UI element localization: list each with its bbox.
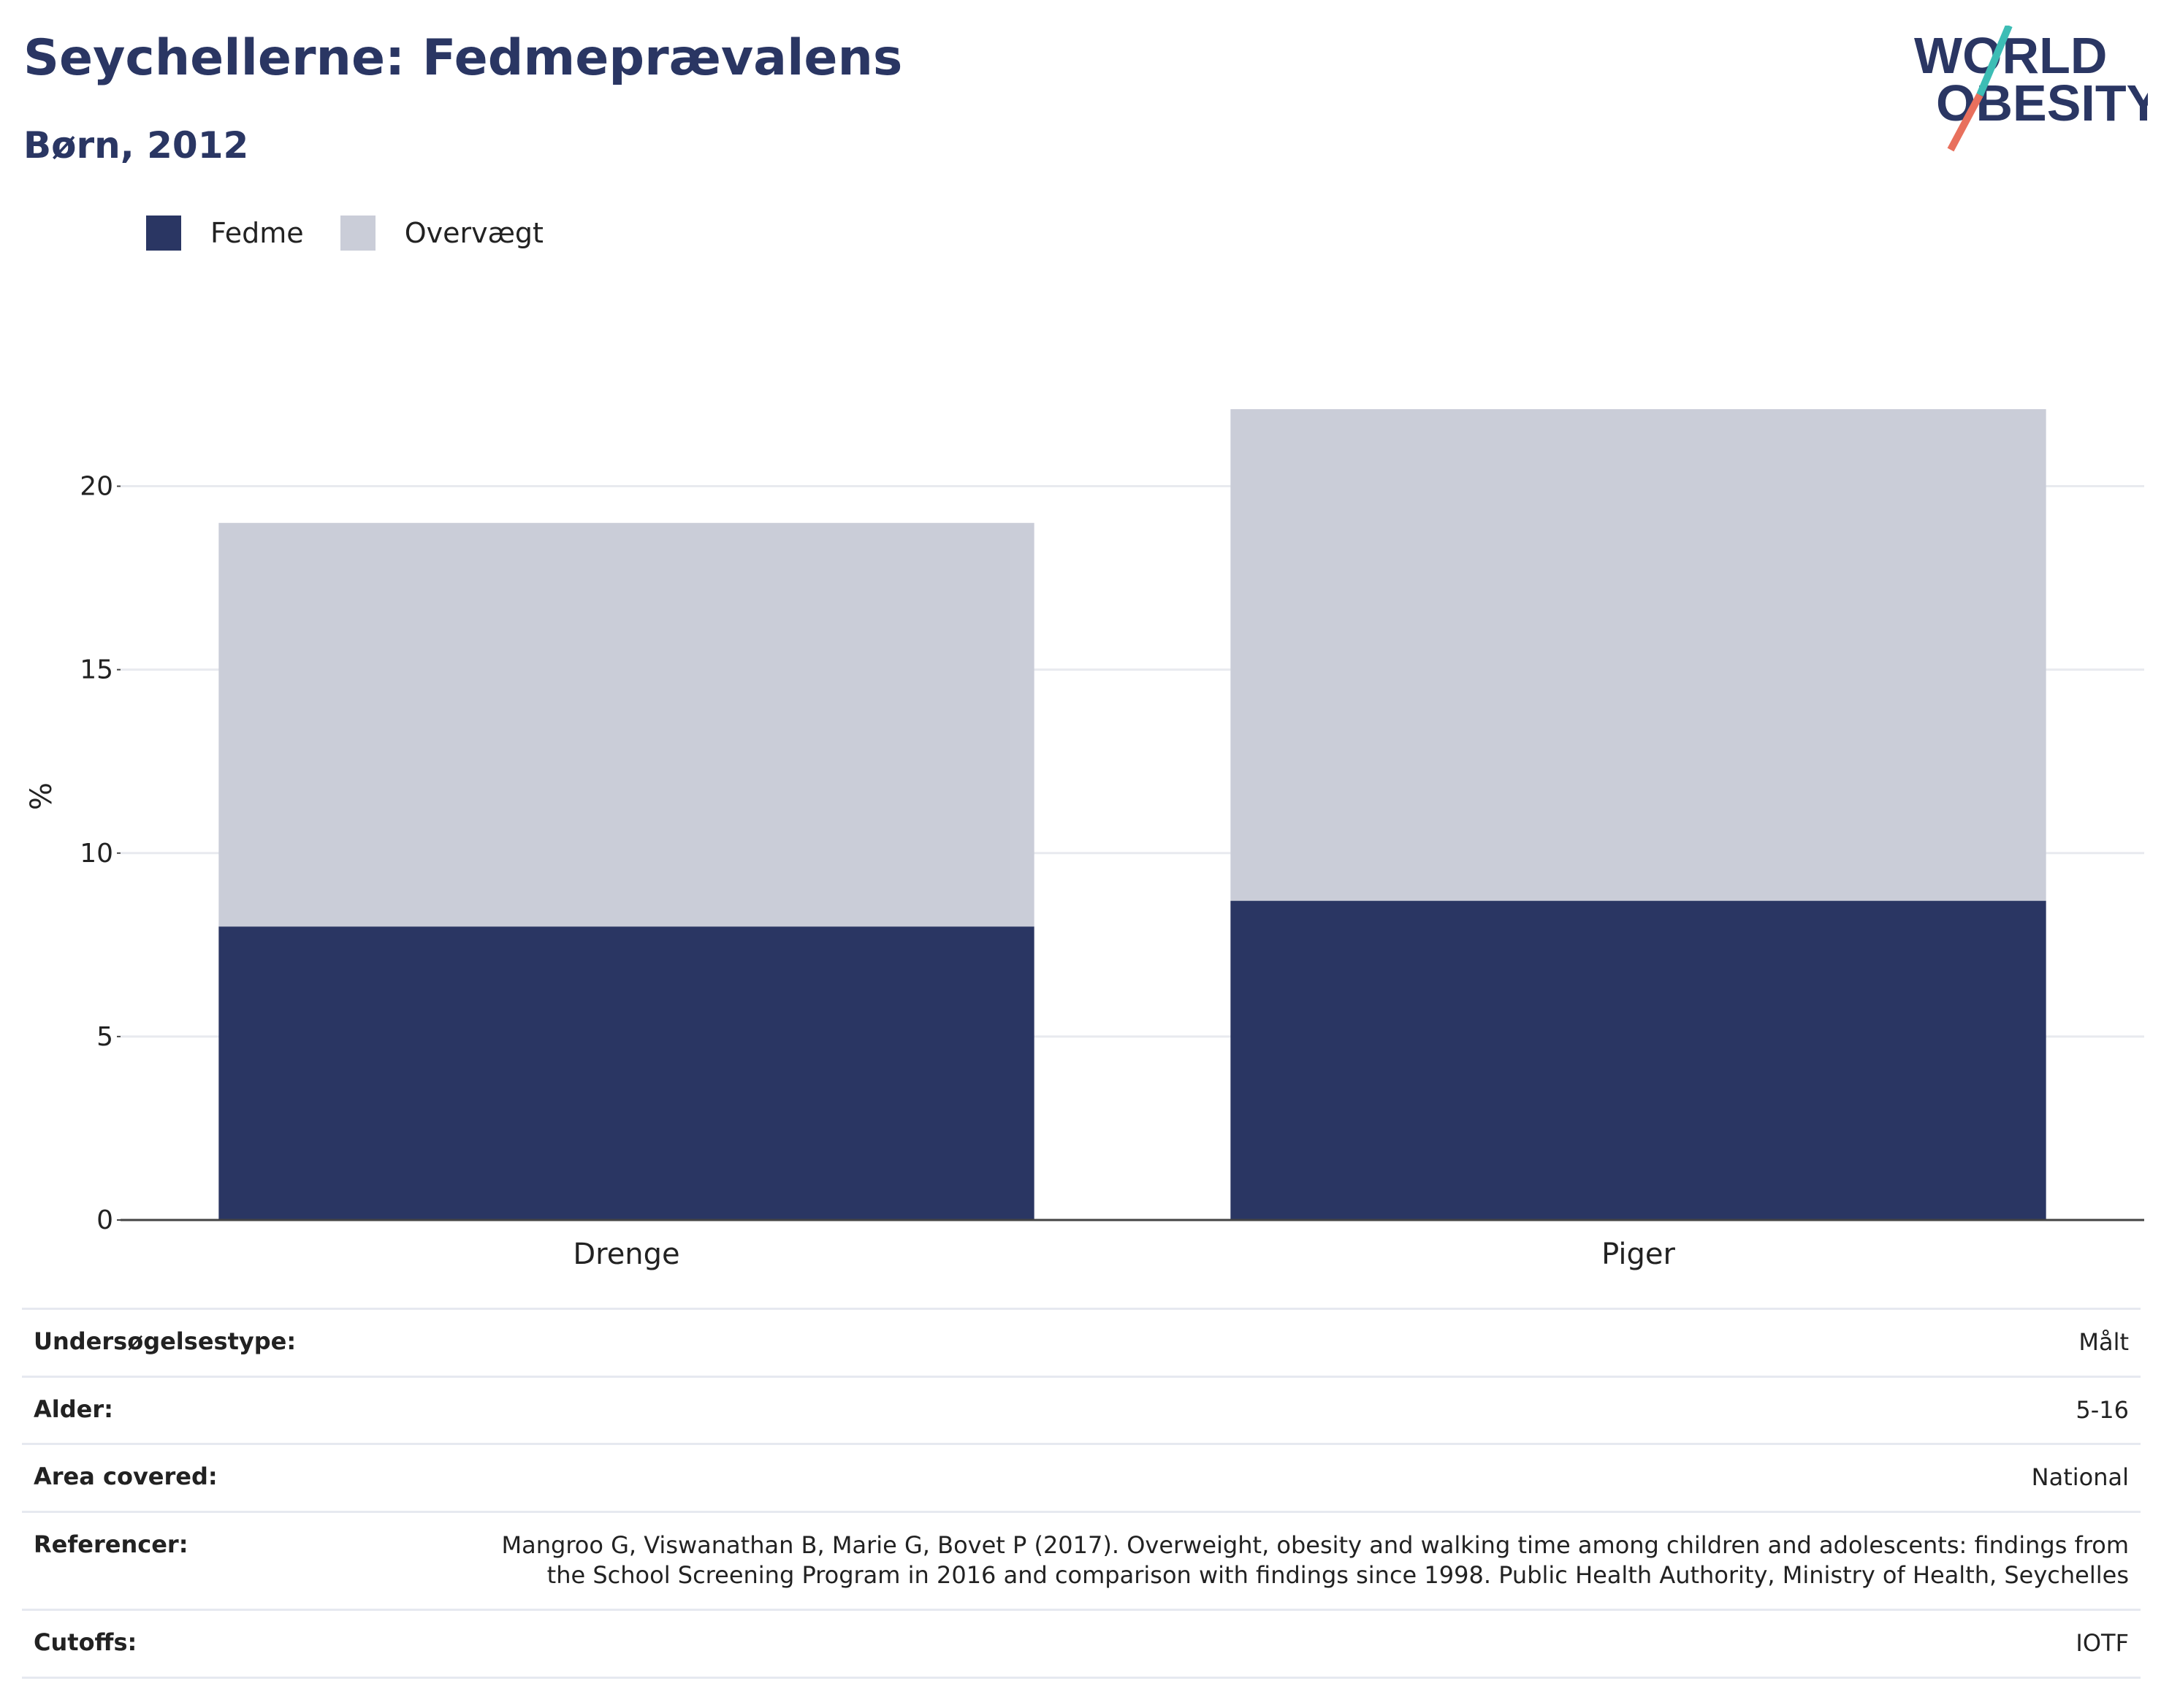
logo-text-line1: WORLD — [1914, 27, 2107, 84]
x-tick-label: Drenge — [573, 1238, 679, 1271]
info-value: IOTF — [484, 1608, 2141, 1679]
chart-legend: Fedme Overvægt — [146, 216, 580, 251]
legend-label-fedme: Fedme — [210, 217, 304, 249]
bar-chart: 0 5 10 15 20 Drenge Piger % — [25, 409, 2144, 1271]
info-row: Area covered: National — [22, 1443, 2141, 1512]
legend-swatch-overvaegt — [340, 216, 376, 251]
bar-fedme-drenge[interactable] — [218, 926, 1034, 1220]
info-value: National — [484, 1443, 2141, 1512]
legend-item-overvaegt[interactable]: Overvægt — [340, 216, 544, 251]
bars — [218, 409, 2046, 1220]
info-row: Alder: 5-16 — [22, 1375, 2141, 1444]
info-key: Area covered: — [22, 1443, 484, 1512]
bar-overv-gt-drenge[interactable] — [218, 522, 1034, 927]
legend-swatch-fedme — [146, 216, 181, 251]
logo-slash-coral — [1947, 93, 1983, 152]
info-key: Alder: — [22, 1375, 484, 1444]
logo-text-line2: OBESITY — [1936, 75, 2148, 131]
legend-label-overvaegt: Overvægt — [404, 217, 544, 249]
info-row: Referencer: Mangroo G, Viswanathan B, Mar… — [22, 1510, 2141, 1610]
info-key: Cutoffs: — [22, 1608, 484, 1679]
y-axis-label: % — [25, 782, 58, 810]
y-tick-label: 0 — [96, 1205, 113, 1235]
axes: 0 5 10 15 20 Drenge Piger — [80, 472, 2144, 1271]
info-key: Referencer: — [22, 1510, 484, 1610]
info-key: Undersøgelsestype: — [22, 1308, 484, 1377]
info-row: Cutoffs: IOTF — [22, 1608, 2141, 1679]
info-value: Mangroo G, Viswanathan B, Marie G, Bovet… — [484, 1510, 2141, 1610]
legend-item-fedme[interactable]: Fedme — [146, 216, 304, 251]
y-tick-label: 15 — [80, 655, 113, 685]
y-tick-label: 10 — [80, 839, 113, 869]
chart-title: Seychellerne: Fedmeprævalens — [23, 29, 903, 87]
bar-overv-gt-piger[interactable] — [1230, 409, 2046, 901]
logo-slash-teal — [1976, 26, 2013, 96]
x-tick-label: Piger — [1601, 1238, 1675, 1271]
info-value: Målt — [484, 1308, 2141, 1377]
info-row: Undersøgelsestype: Målt — [22, 1308, 2141, 1377]
y-tick-label: 20 — [80, 472, 113, 502]
chart-subtitle: Børn, 2012 — [23, 124, 249, 167]
bar-fedme-piger[interactable] — [1230, 901, 2046, 1220]
survey-info-table: Undersøgelsestype: Målt Alder: 5-16 Area cov… — [22, 1308, 2141, 1679]
y-tick-label: 5 — [96, 1022, 113, 1052]
world-obesity-logo: WORLD OBESITY — [1914, 26, 2148, 152]
info-value: 5-16 — [484, 1375, 2141, 1444]
